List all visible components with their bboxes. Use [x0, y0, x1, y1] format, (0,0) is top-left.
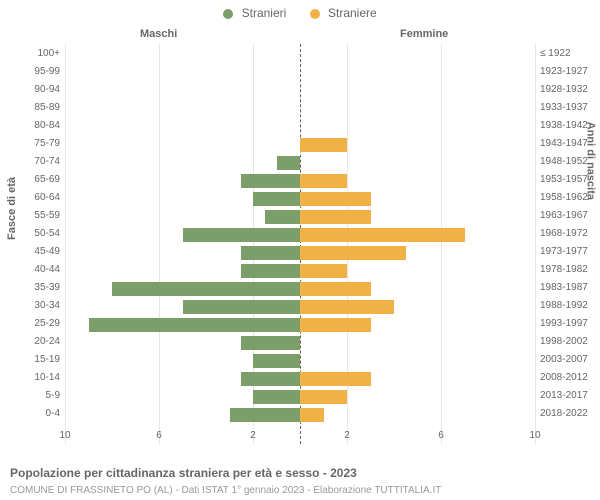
- bar-female: [300, 192, 371, 206]
- birth-label: ≤ 1922: [540, 48, 595, 59]
- legend-item-male: Stranieri: [223, 6, 286, 20]
- bar-male: [241, 336, 300, 350]
- legend-swatch-female: [310, 9, 320, 19]
- age-label: 80-84: [20, 120, 60, 131]
- gridline: [159, 44, 160, 444]
- bar-male: [183, 228, 301, 242]
- birth-label: 1923-1927: [540, 66, 595, 77]
- x-tick-label: 2: [243, 430, 263, 441]
- birth-label: 2008-2012: [540, 372, 595, 383]
- bar-male: [253, 354, 300, 368]
- bar-female: [300, 210, 371, 224]
- x-tick-label: 6: [149, 430, 169, 441]
- age-label: 90-94: [20, 84, 60, 95]
- subtitle-female: Femmine: [400, 28, 448, 40]
- y-axis-left-title: Fasce di età: [6, 177, 18, 240]
- bar-female: [300, 138, 347, 152]
- birth-label: 1988-1992: [540, 300, 595, 311]
- bar-male: [253, 390, 300, 404]
- legend-label-female: Straniere: [328, 6, 377, 20]
- age-label: 40-44: [20, 264, 60, 275]
- birth-label: 2018-2022: [540, 408, 595, 419]
- legend-label-male: Stranieri: [242, 6, 287, 20]
- age-label: 60-64: [20, 192, 60, 203]
- birth-label: 2013-2017: [540, 390, 595, 401]
- bar-female: [300, 300, 394, 314]
- birth-label: 1938-1942: [540, 120, 595, 131]
- birth-label: 1998-2002: [540, 336, 595, 347]
- birth-label: 2003-2007: [540, 354, 595, 365]
- age-label: 70-74: [20, 156, 60, 167]
- birth-label: 1993-1997: [540, 318, 595, 329]
- age-label: 30-34: [20, 300, 60, 311]
- legend-item-female: Straniere: [310, 6, 377, 20]
- chart-container: Stranieri Straniere Maschi Femmine Fasce…: [0, 0, 600, 500]
- age-label: 0-4: [20, 408, 60, 419]
- gridline: [441, 44, 442, 444]
- bar-female: [300, 390, 347, 404]
- birth-label: 1953-1957: [540, 174, 595, 185]
- bar-male: [265, 210, 300, 224]
- age-label: 5-9: [20, 390, 60, 401]
- age-label: 35-39: [20, 282, 60, 293]
- bar-male: [89, 318, 301, 332]
- age-label: 15-19: [20, 354, 60, 365]
- bar-male: [241, 246, 300, 260]
- bar-male: [253, 192, 300, 206]
- age-label: 75-79: [20, 138, 60, 149]
- birth-label: 1943-1947: [540, 138, 595, 149]
- bar-female: [300, 282, 371, 296]
- bar-female: [300, 318, 371, 332]
- bar-male: [183, 300, 301, 314]
- plot-area: 100+≤ 192295-991923-192790-941928-193285…: [65, 44, 535, 444]
- bar-male: [241, 174, 300, 188]
- birth-label: 1933-1937: [540, 102, 595, 113]
- bar-male: [230, 408, 301, 422]
- chart-title: Popolazione per cittadinanza straniera p…: [10, 466, 357, 480]
- age-label: 20-24: [20, 336, 60, 347]
- age-label: 95-99: [20, 66, 60, 77]
- bar-female: [300, 372, 371, 386]
- bar-female: [300, 174, 347, 188]
- gridline: [535, 44, 536, 444]
- bar-male: [241, 372, 300, 386]
- birth-label: 1978-1982: [540, 264, 595, 275]
- bar-male: [241, 264, 300, 278]
- birth-label: 1983-1987: [540, 282, 595, 293]
- x-tick-label: 2: [337, 430, 357, 441]
- bar-female: [300, 246, 406, 260]
- birth-label: 1968-1972: [540, 228, 595, 239]
- bar-female: [300, 264, 347, 278]
- birth-label: 1973-1977: [540, 246, 595, 257]
- age-label: 45-49: [20, 246, 60, 257]
- bar-male: [112, 282, 300, 296]
- age-label: 100+: [20, 48, 60, 59]
- gridline: [65, 44, 66, 444]
- x-tick-label: 10: [525, 430, 545, 441]
- bar-female: [300, 408, 324, 422]
- x-tick-label: 6: [431, 430, 451, 441]
- age-label: 25-29: [20, 318, 60, 329]
- birth-label: 1958-1962: [540, 192, 595, 203]
- x-tick-label: 10: [55, 430, 75, 441]
- birth-label: 1963-1967: [540, 210, 595, 221]
- age-label: 65-69: [20, 174, 60, 185]
- subtitle-male: Maschi: [140, 28, 177, 40]
- age-label: 55-59: [20, 210, 60, 221]
- age-label: 85-89: [20, 102, 60, 113]
- bar-male: [277, 156, 301, 170]
- birth-label: 1948-1952: [540, 156, 595, 167]
- chart-subtitle: COMUNE DI FRASSINETO PO (AL) - Dati ISTA…: [10, 485, 441, 496]
- age-label: 50-54: [20, 228, 60, 239]
- legend-swatch-male: [223, 9, 233, 19]
- birth-label: 1928-1932: [540, 84, 595, 95]
- bar-female: [300, 228, 465, 242]
- age-label: 10-14: [20, 372, 60, 383]
- legend: Stranieri Straniere: [0, 6, 600, 20]
